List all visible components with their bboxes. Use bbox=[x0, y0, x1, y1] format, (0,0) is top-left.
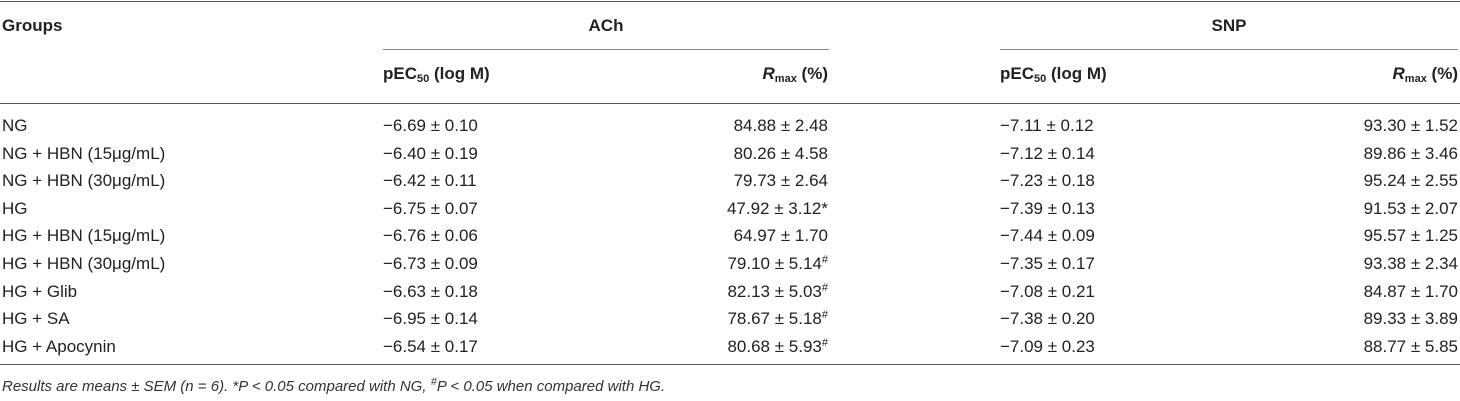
data-cell-sup: # bbox=[821, 336, 828, 349]
data-cell: 95.24 ± 2.55 bbox=[1363, 171, 1458, 191]
data-cell: 93.30 ± 1.52 bbox=[1363, 116, 1458, 135]
header-groups: Groups bbox=[2, 16, 63, 35]
data-cell: −6.54 ± 0.17 bbox=[383, 336, 478, 356]
header-ach: ACh bbox=[588, 16, 624, 35]
data-cell: −6.76 ± 0.06 bbox=[383, 226, 478, 246]
column-header: pEC50 (log M) bbox=[1000, 64, 1107, 85]
snp-rule bbox=[1000, 49, 1458, 50]
data-cell: −7.12 ± 0.14 bbox=[1000, 143, 1095, 163]
data-cell: −7.35 ± 0.17 bbox=[1000, 254, 1095, 273]
data-cell: 82.13 ± 5.03# bbox=[727, 282, 828, 302]
data-cell-text: 78.67 ± 5.18 bbox=[727, 309, 822, 329]
data-cell: 91.53 ± 2.07 bbox=[1363, 198, 1458, 218]
column-header: Rmax (%) bbox=[1392, 64, 1458, 85]
row-label: HG + Glib bbox=[2, 281, 78, 301]
data-cell: 79.73 ± 2.64 bbox=[733, 171, 828, 191]
data-cell: −7.08 ± 0.21 bbox=[1000, 281, 1095, 301]
data-cell: −6.73 ± 0.09 bbox=[383, 254, 478, 273]
column-header-sub: 50 bbox=[1034, 73, 1047, 85]
data-cell-text: 80.68 ± 5.93 bbox=[727, 336, 822, 356]
data-cell: −6.40 ± 0.19 bbox=[383, 143, 478, 163]
data-cell: −7.38 ± 0.20 bbox=[1000, 309, 1095, 329]
data-cell: −6.95 ± 0.14 bbox=[383, 309, 478, 329]
column-header-sub: 50 bbox=[417, 73, 430, 85]
column-header-after: (log M) bbox=[1046, 64, 1107, 83]
data-cell: 88.77 ± 5.85 bbox=[1363, 336, 1458, 356]
footnote-text: Results are means ± SEM (n = 6). *P < 0.… bbox=[2, 378, 431, 395]
data-cell: 47.92 ± 3.12* bbox=[726, 198, 828, 218]
data-cell-sup: # bbox=[821, 309, 828, 322]
data-cell-sup: # bbox=[821, 281, 828, 294]
column-header-italic: R bbox=[762, 64, 775, 83]
data-cell: 80.68 ± 5.93# bbox=[727, 337, 828, 357]
ach-rule bbox=[383, 49, 829, 50]
data-cell-sup: # bbox=[821, 254, 828, 266]
column-header: Rmax (%) bbox=[762, 64, 828, 85]
data-cell: −7.09 ± 0.23 bbox=[1000, 336, 1095, 356]
row-label: NG + HBN (30μg/mL) bbox=[2, 171, 166, 191]
data-cell-text: 79.10 ± 5.14 bbox=[727, 254, 822, 273]
data-cell: −6.75 ± 0.07 bbox=[383, 198, 478, 218]
row-label: NG bbox=[2, 116, 28, 135]
data-cell: −7.23 ± 0.18 bbox=[1000, 171, 1095, 191]
bottom-rule bbox=[0, 364, 1460, 365]
header-rule bbox=[0, 103, 1460, 104]
data-cell: −7.11 ± 0.12 bbox=[1000, 116, 1094, 135]
data-cell: 93.38 ± 2.34 bbox=[1363, 254, 1458, 273]
column-header-after: (log M) bbox=[429, 64, 490, 83]
column-header-text: pEC bbox=[1000, 64, 1034, 83]
column-header: pEC50 (log M) bbox=[383, 64, 490, 85]
row-label: HG + Apocynin bbox=[2, 336, 116, 356]
data-cell: 80.26 ± 4.58 bbox=[733, 143, 828, 163]
data-cell: 84.88 ± 2.48 bbox=[733, 116, 828, 135]
data-cell-text: 82.13 ± 5.03 bbox=[727, 281, 822, 301]
column-header-sub: max bbox=[774, 73, 797, 85]
top-rule bbox=[0, 1, 1460, 2]
column-header-after: (%) bbox=[796, 64, 828, 83]
row-label: HG bbox=[2, 198, 28, 218]
row-label: HG + HBN (30μg/mL) bbox=[2, 254, 166, 273]
data-cell: 78.67 ± 5.18# bbox=[727, 309, 828, 329]
row-label: HG + HBN (15μg/mL) bbox=[2, 226, 166, 246]
column-header-after: (%) bbox=[1426, 64, 1458, 83]
data-cell: 64.97 ± 1.70 bbox=[733, 226, 828, 246]
data-cell: −6.69 ± 0.10 bbox=[383, 116, 478, 135]
data-cell: −7.44 ± 0.09 bbox=[1000, 226, 1095, 246]
row-label: NG + HBN (15μg/mL) bbox=[2, 143, 166, 163]
data-cell: 79.10 ± 5.14# bbox=[727, 254, 828, 274]
data-cell: −6.42 ± 0.11 bbox=[383, 171, 477, 191]
header-snp: SNP bbox=[1211, 16, 1247, 35]
footnote-sup: # bbox=[430, 376, 437, 388]
footnote: Results are means ± SEM (n = 6). *P < 0.… bbox=[2, 377, 665, 397]
column-header-text: pEC bbox=[383, 64, 417, 83]
data-cell: −6.63 ± 0.18 bbox=[383, 281, 478, 301]
column-header-italic: R bbox=[1392, 64, 1405, 83]
data-cell: 89.33 ± 3.89 bbox=[1363, 309, 1458, 329]
footnote-after: P < 0.05 when compared with HG. bbox=[436, 378, 666, 395]
data-cell: 84.87 ± 1.70 bbox=[1363, 281, 1458, 301]
data-cell: 89.86 ± 3.46 bbox=[1363, 143, 1458, 163]
data-cell: 95.57 ± 1.25 bbox=[1363, 226, 1458, 246]
row-label: HG + SA bbox=[2, 309, 70, 329]
data-cell: −7.39 ± 0.13 bbox=[1000, 198, 1095, 218]
column-header-sub: max bbox=[1404, 73, 1427, 85]
